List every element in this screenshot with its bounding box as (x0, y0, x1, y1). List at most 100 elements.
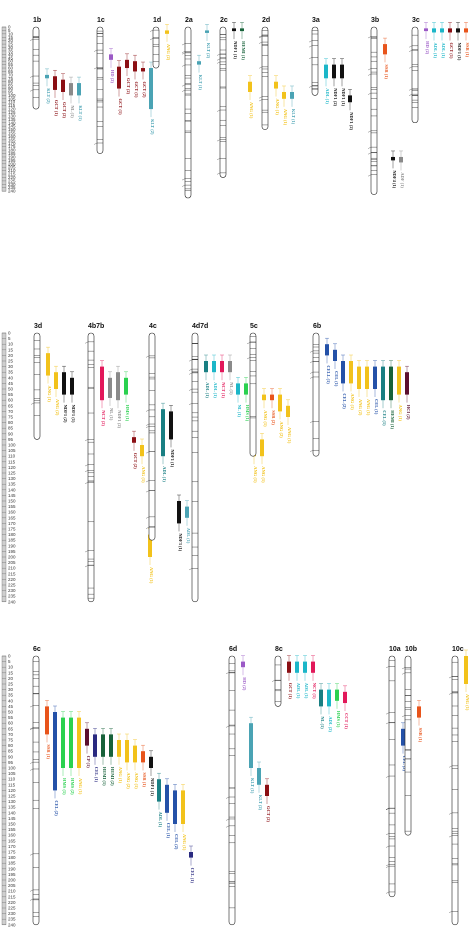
scale-tick-label: 0 (8, 654, 11, 659)
scale-tick-label: 235 (8, 917, 16, 922)
qtl-ndf: NDF1 (1) (456, 22, 462, 61)
scale-tick-label: 140 (8, 120, 16, 125)
marker-tick (309, 421, 314, 423)
qtl-bar (125, 59, 129, 69)
scale-tick-label: 45 (8, 704, 14, 709)
marker-tick (367, 68, 372, 71)
qtl-bar (124, 377, 128, 395)
qtl-ssr: SSR (1) (45, 700, 51, 760)
marker-tick (30, 402, 35, 405)
chromosome-bar (219, 26, 227, 178)
scale-tick-label: 150 (8, 127, 16, 132)
scale-tick-label: 160 (8, 833, 16, 838)
qtl-label: KLT (1) (250, 778, 255, 794)
qtl-label: ANG (1) (263, 410, 268, 427)
qtl-adl: ADL (1) (432, 22, 438, 59)
qtl-label: CEL (1) (382, 410, 387, 426)
scale-tick-label: 200 (8, 555, 16, 560)
qtl-label: GCT (2) (133, 453, 138, 470)
qtl-label: ADL (1) (158, 812, 163, 828)
qtl-label: ANG (2) (166, 44, 171, 61)
qtl-label: NCT (1) (221, 382, 226, 398)
qtl-hms: HMS (1) (335, 683, 341, 728)
qtl-label: ANG (1) (465, 694, 470, 711)
marker-tick (448, 692, 453, 695)
qtl-bar (132, 437, 136, 443)
scale-tick-label: 145 (8, 124, 16, 129)
qtl-nc: NCT (2) (100, 360, 106, 426)
qtl-gct: GCT (2) (132, 430, 138, 470)
qtl-label: HEMI (2) (110, 767, 115, 786)
qtl-uch: CEL (1) (93, 728, 99, 783)
qtl-label: CEL (1) (334, 371, 339, 387)
group-title: 3b (371, 17, 379, 24)
qtl-bar (45, 74, 49, 79)
qtl-ang: ANG (1) (274, 75, 280, 115)
scale-tick-label: 170 (8, 844, 16, 849)
marker-tick (385, 775, 390, 778)
group-title: 3d (34, 323, 42, 330)
scale-ruler-3: 0510152025303540455055606570758085909510… (1, 654, 16, 927)
qtl-label: ADL (1) (441, 42, 446, 58)
marker-tick (93, 67, 98, 70)
scale-tick-label: 80 (8, 79, 14, 84)
qtl-label: SSR (1) (46, 744, 51, 759)
scale-tick-label: 0 (8, 25, 11, 30)
qtl-ang: ANG (1) (46, 346, 52, 402)
group-title: 2d (262, 17, 270, 24)
qtl-bar (181, 790, 185, 824)
qtl-bar (85, 728, 89, 746)
qtl-bar (440, 28, 444, 33)
qtl-hd: HD (2) (109, 48, 115, 83)
marker-tick (29, 727, 34, 730)
marker-tick (448, 835, 453, 838)
qtl-label: NDF1 (1) (233, 41, 238, 59)
marker-tick (448, 765, 453, 768)
qtl-label: ADL (1) (296, 683, 301, 699)
qtl-bar (77, 83, 81, 96)
qtl-bar (340, 64, 344, 79)
marker-tick (29, 705, 34, 708)
group-title: 3c (412, 17, 420, 24)
marker-tick (84, 482, 89, 484)
scale-tick-label: 215 (8, 172, 16, 177)
qtl-nl: NL (1) (69, 76, 75, 118)
scale-tick-label: 75 (8, 738, 14, 743)
marker-tick (216, 139, 221, 142)
scale-tick-label: 150 (8, 822, 16, 827)
qtl-label: CEL (2) (342, 393, 347, 409)
scale-tick-label: 85 (8, 749, 14, 754)
qtl-ang: ANG (1) (140, 438, 146, 483)
scale-tick-label: 220 (8, 577, 16, 582)
qtl-label: HMS (1) (245, 405, 250, 422)
qtl-bar (148, 534, 152, 557)
qtl-adl: NL (1) (236, 377, 242, 417)
qtl-bar (349, 361, 353, 384)
scale-tick-label: 50 (8, 59, 14, 64)
scale-tick-label: 135 (8, 805, 16, 810)
qtl-cel: CEL (1) (333, 343, 339, 387)
qtl-label: ANG (1) (366, 399, 371, 416)
qtl-label: CEL (2) (402, 756, 407, 772)
marker-tick (308, 85, 313, 88)
scale-tick-label: 230 (8, 911, 16, 916)
qtl-bar (332, 64, 336, 79)
qtl-cel: CEL (1) (165, 778, 171, 839)
scale-tick-label: 155 (8, 827, 16, 832)
marker-tick (385, 845, 390, 848)
qtl-label: HD (2) (242, 677, 247, 691)
qtl-gct: GCT (1) (53, 70, 59, 116)
qtl-bar (311, 661, 315, 673)
chromosome-bar (312, 332, 320, 457)
qtl-label: CP (1) (86, 756, 91, 769)
qtl-ang: ANG (1) (349, 354, 355, 410)
qtl-label: ANG (1) (78, 778, 83, 795)
scale-tick-label: 240 (8, 599, 16, 604)
scale-tick-label: 100 (8, 93, 16, 98)
qtl-bar (295, 661, 299, 673)
qtl-label: HCI (2) (406, 405, 411, 420)
qtl-adl: ADL (1) (295, 655, 301, 699)
qtl-cp: HCI (2) (405, 366, 411, 420)
